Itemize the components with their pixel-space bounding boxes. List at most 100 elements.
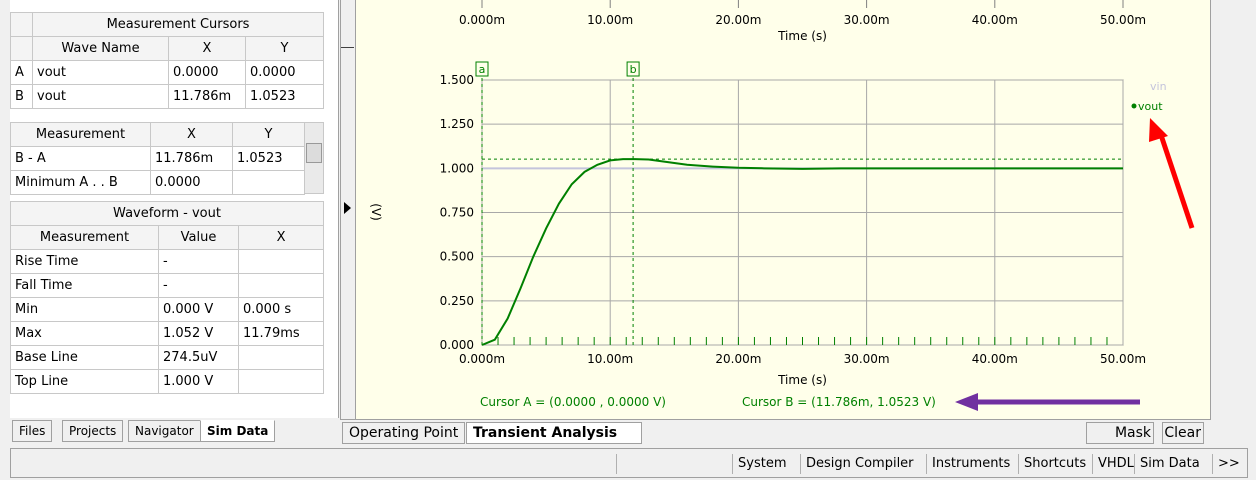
top-x-tick-label: 50.00m (1100, 13, 1146, 27)
cell: 11.786m (150, 146, 233, 171)
y-tick-label: 1.250 (440, 117, 474, 131)
cursor-name: a (479, 63, 486, 76)
cell: 1.0523 (244, 84, 325, 109)
table: Measurement X Y B - A 11.786m 1.0523 Minimum A… (10, 122, 305, 195)
cell (237, 345, 325, 370)
y-tick-label: 0.500 (440, 250, 474, 264)
cell: B (10, 84, 33, 109)
right-edge (1210, 0, 1256, 420)
plot: 0.000m 0.000m 10.00m 10.00m 20.00m 20.00m 30.0… (369, 0, 1167, 409)
button[interactable]: Design Compiler (800, 454, 919, 474)
y-tick-label: 0.750 (440, 206, 474, 220)
cursor-label: Cursor B = (11.786m, 1.0523 V) (742, 395, 936, 409)
scrollbar[interactable] (304, 122, 324, 194)
cell: 11.786m (168, 84, 246, 109)
cell: 0.0000 (244, 60, 325, 85)
cell (237, 249, 325, 274)
legend-label: vout (1138, 100, 1163, 113)
cell (232, 170, 305, 195)
line-series (481, 158, 1123, 346)
table-row: Fall Time - (10, 273, 325, 298)
cell: 11.79ms (237, 321, 325, 346)
column-header: Y (244, 36, 325, 61)
header-row: Measurement Value X (10, 225, 325, 250)
button[interactable]: Shortcuts (1018, 454, 1091, 474)
tab[interactable]: Navigator (128, 420, 201, 442)
cell: Fall Time (10, 273, 159, 298)
button[interactable]: Sim Data (1134, 454, 1205, 474)
cursor-flag (475, 61, 489, 77)
cell (237, 273, 325, 298)
plot-panel (356, 0, 1210, 420)
cell: 1.000 V (158, 369, 239, 394)
cell: vout (32, 84, 169, 109)
cell: 274.5uV (158, 345, 239, 370)
cursor-flag (626, 61, 640, 77)
button[interactable]: VHDL (1092, 454, 1139, 474)
x-tick-label: 20.00m (715, 352, 761, 366)
tab[interactable]: Transient Analysis (466, 422, 642, 444)
column-header: Measurement (10, 225, 159, 250)
table-row: Rise Time - (10, 249, 325, 274)
legend-marker (1131, 103, 1137, 109)
y-tick-label: 0.250 (440, 294, 474, 308)
splitter-arrow[interactable] (344, 202, 351, 214)
y-tick-label: 0.000 (440, 338, 474, 352)
cell: 0.0000 (150, 170, 233, 195)
cell (237, 369, 325, 394)
column-header: Value (158, 225, 239, 250)
cell: Max (10, 321, 159, 346)
cell: 0.0000 (168, 60, 246, 85)
column-header: Measurement (10, 122, 151, 147)
cell: 0.000 s (237, 297, 325, 322)
x-tick-label: 30.00m (844, 352, 890, 366)
cell: Base Line (10, 345, 159, 370)
table-row: Base Line 274.5uV (10, 345, 325, 370)
table: Waveform - vout Measurement Value X Rise Tim… (9, 201, 325, 394)
button[interactable]: Mask Leve (1086, 422, 1154, 444)
legend-label: vin (1150, 80, 1167, 93)
status-bar (10, 448, 1248, 478)
cell: Rise Time (10, 249, 159, 274)
x-tick-label: 0.000m (459, 352, 505, 366)
top-x-tick-label: 0.000m (459, 13, 505, 27)
top-x-tick-label: 10.00m (587, 13, 633, 27)
y-axis-label: (V) (369, 203, 383, 221)
cell (10, 12, 33, 37)
cell: Min (10, 297, 159, 322)
button[interactable]: >> (1212, 454, 1245, 474)
y-tick-label: 1.000 (440, 161, 474, 175)
button[interactable]: Instruments (926, 454, 1015, 474)
table-title: Waveform - vout (9, 201, 325, 226)
cell: vout (32, 60, 169, 85)
tab[interactable]: Operating Point (342, 422, 466, 444)
column-header: Y (232, 122, 305, 147)
scroll-thumb[interactable] (306, 143, 322, 163)
x-tick-label: 50.00m (1100, 352, 1146, 366)
cell: 1.0523 (232, 146, 305, 171)
cell: 1.052 V (158, 321, 239, 346)
title-row: Waveform - vout (9, 201, 325, 226)
cell: - (158, 249, 239, 274)
x-tick-label: 10.00m (587, 352, 633, 366)
table-row: Max 1.052 V 11.79ms (10, 321, 325, 346)
column-header: Wave Name (32, 36, 169, 61)
tab[interactable]: Files (12, 420, 53, 442)
cell (10, 36, 33, 61)
button[interactable]: System (732, 454, 791, 474)
tab[interactable]: Projects (62, 420, 124, 442)
cell: - (158, 273, 239, 298)
button[interactable]: Clear (1162, 422, 1204, 444)
x-tick-label: 40.00m (972, 352, 1018, 366)
y-tick-label: 1.500 (440, 73, 474, 87)
cell: A (10, 60, 33, 85)
separator (616, 454, 617, 474)
title-row: Measurement Cursors (10, 12, 325, 37)
cursor-name: b (630, 63, 637, 76)
cell: B - A (10, 146, 151, 171)
top-x-axis-label: Time (s) (777, 29, 827, 43)
tab[interactable]: Sim Data (200, 420, 276, 442)
